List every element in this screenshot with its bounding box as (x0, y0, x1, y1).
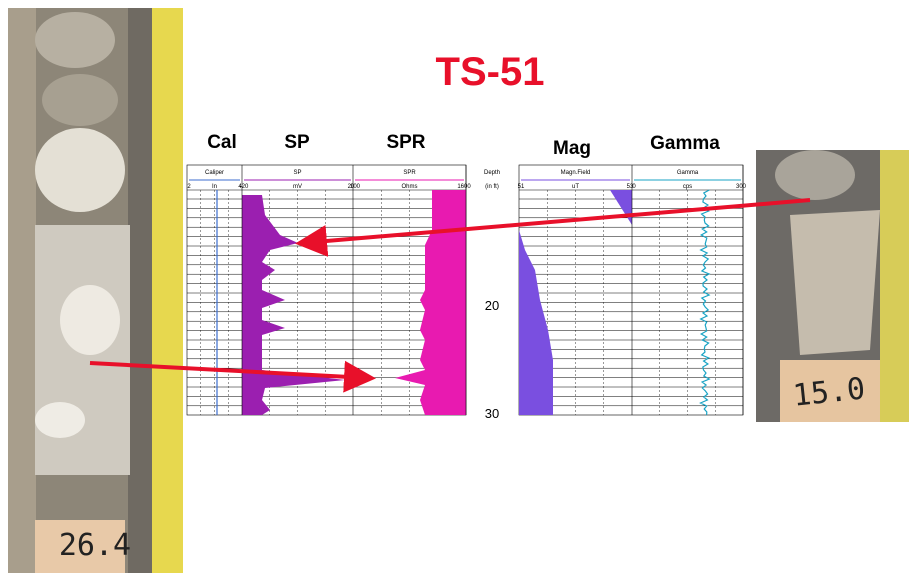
track-unit: In (212, 184, 217, 190)
track-name: Gamma (677, 170, 699, 176)
track-label: Mag (553, 138, 591, 159)
track-name: Magn.Field (561, 170, 591, 176)
track-unit: Ohms (401, 184, 417, 190)
track-max: 300 (736, 184, 747, 190)
slide-title: TS-51 (436, 50, 545, 94)
track-name: Caliper (205, 170, 224, 176)
depth-label: 20 (485, 298, 499, 313)
photo-label: 26.4 (59, 528, 131, 563)
core-photo-right: 15.0 (756, 150, 909, 422)
depth-unit: (in ft) (485, 184, 499, 190)
track-unit: cps (683, 184, 692, 190)
track-max: 1600 (457, 184, 471, 190)
depth-name: Depth (484, 170, 500, 176)
track-unit: mV (293, 184, 302, 190)
track-label: Cal (207, 132, 237, 153)
track-label: SP (284, 132, 310, 153)
track-min: -20 (240, 184, 249, 190)
track-name: SPR (403, 170, 416, 176)
track-unit: uT (572, 184, 579, 190)
track-name: SP (293, 170, 301, 176)
core-photo-left: 26.4 (8, 8, 183, 573)
depth-label: 30 (485, 406, 499, 421)
track-label: SPR (386, 132, 425, 153)
track-min: 51 (518, 184, 525, 190)
slide: 26.4 15.0 TS-51 Cal SP SPR Mag Gamma 20 … (0, 0, 909, 573)
track-min: 100 (350, 184, 361, 190)
track-label: Gamma (650, 133, 720, 154)
